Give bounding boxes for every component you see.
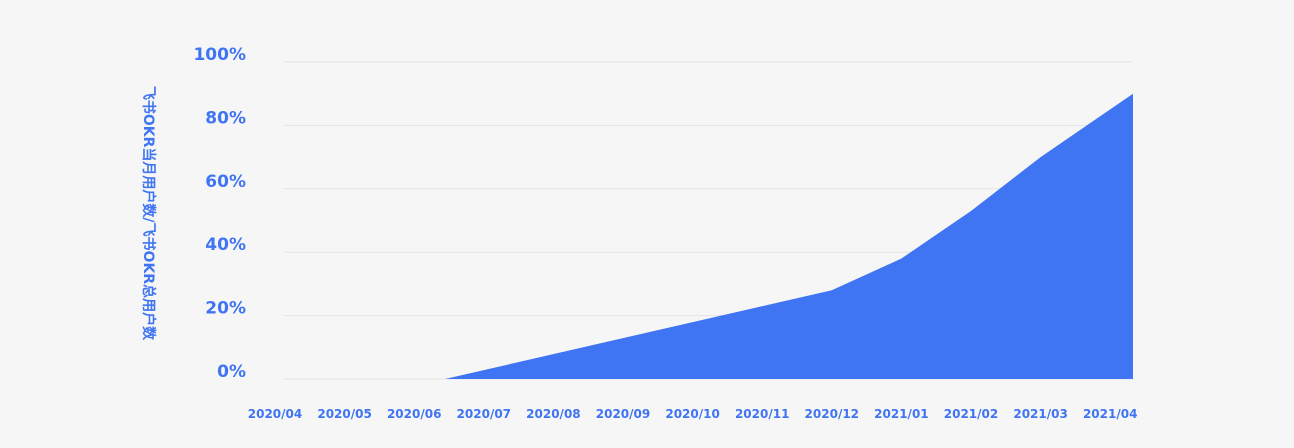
area-series — [283, 93, 1133, 379]
x-tick-label: 2021/04 — [1083, 407, 1137, 421]
x-tick-label: 2020/04 — [248, 407, 302, 421]
x-tick-label: 2020/10 — [665, 407, 719, 421]
x-tick-label: 2020/11 — [735, 407, 789, 421]
x-tick-label: 2021/02 — [944, 407, 998, 421]
y-axis-ticks: 0% 20% 40% 60% 80% 100% — [193, 45, 246, 382]
x-axis-ticks: 2020/04 2020/05 2020/06 2020/07 2020/08 2020/… — [248, 407, 1138, 421]
y-tick-label: 40% — [205, 235, 246, 255]
y-tick-label: 60% — [205, 172, 246, 192]
y-tick-label: 0% — [217, 362, 246, 382]
x-tick-label: 2020/07 — [457, 407, 511, 421]
y-tick-label: 20% — [205, 299, 246, 319]
x-tick-label: 2021/03 — [1013, 407, 1067, 421]
y-tick-label: 100% — [193, 45, 246, 65]
area-fill — [283, 93, 1133, 379]
x-tick-label: 2020/08 — [526, 407, 580, 421]
y-tick-label: 80% — [205, 108, 246, 128]
x-tick-label: 2020/05 — [317, 407, 371, 421]
y-axis-label: 飞书OKR当月用户数/飞书OKR总用户数 — [140, 86, 157, 341]
x-tick-label: 2020/06 — [387, 407, 441, 421]
x-tick-label: 2021/01 — [874, 407, 928, 421]
x-tick-label: 2020/12 — [805, 407, 859, 421]
x-tick-label: 2020/09 — [596, 407, 650, 421]
